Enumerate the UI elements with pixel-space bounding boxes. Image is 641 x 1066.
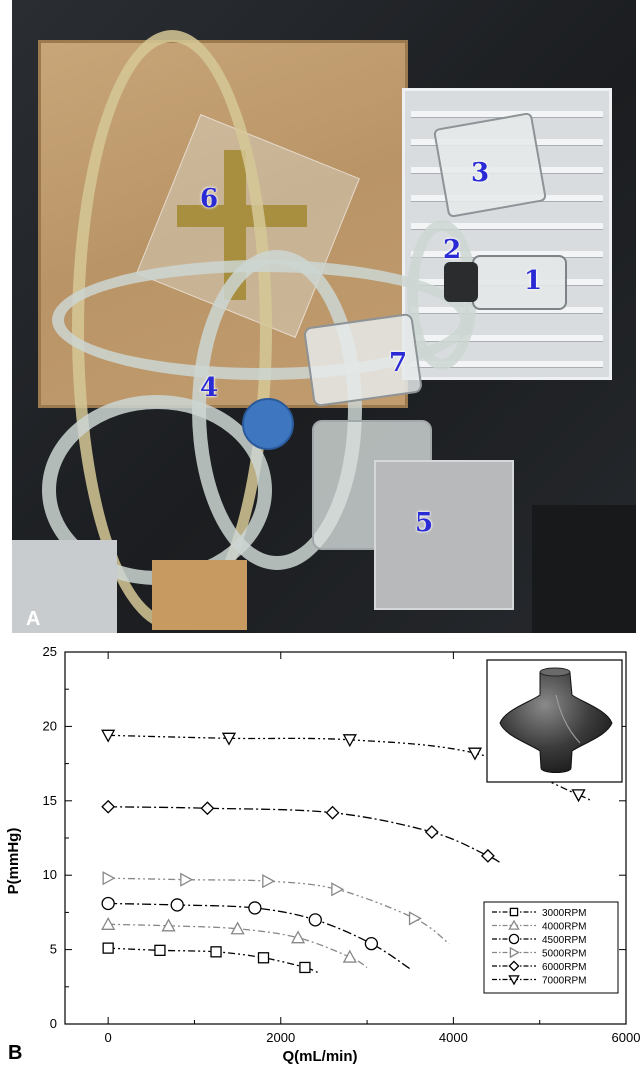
series-line-7000RPM [108, 734, 590, 801]
impeller-body [499, 668, 613, 773]
data-point-3000RPM [299, 961, 311, 974]
data-point-5000RPM [331, 882, 345, 897]
data-point-5000RPM [408, 911, 422, 926]
y-tick-label: 25 [43, 644, 57, 659]
equipment-box [12, 540, 117, 633]
data-point-3000RPM [257, 952, 270, 964]
panel-label-b: B [8, 1042, 23, 1064]
blue-dish [242, 398, 294, 450]
component-label-3: 3 [471, 158, 490, 188]
data-point-7000RPM [571, 789, 586, 803]
x-axis-label: Q(mL/min) [283, 1048, 358, 1065]
component-label-5: 5 [415, 508, 434, 538]
y-tick-label: 5 [50, 942, 57, 957]
component-label-7: 7 [389, 348, 408, 378]
data-point-4000RPM [342, 949, 357, 963]
rack-bar [411, 307, 603, 313]
legend-marker-4000RPM [508, 919, 520, 930]
wooden-block [152, 560, 247, 630]
chart-markers [101, 729, 586, 974]
pressure-flow-chart: 0 2000 4000 6000 0 5 10 15 20 25 3000RPM 4000RPM 45… [5, 644, 641, 1065]
rack-bar [411, 111, 603, 117]
data-point-3000RPM [154, 944, 166, 956]
impeller-inset [486, 659, 623, 783]
data-point-5000RPM [262, 874, 276, 889]
legend-marker-5000RPM [509, 946, 520, 959]
data-point-5000RPM [102, 871, 116, 886]
data-point-4000RPM [101, 916, 116, 930]
data-point-6000RPM [200, 801, 215, 816]
series-line-5000RPM [108, 877, 450, 945]
plate-5 [374, 460, 514, 610]
data-point-4500RPM [248, 901, 262, 915]
data-point-4500RPM [308, 913, 322, 927]
data-point-6000RPM [101, 799, 116, 814]
data-point-4000RPM [290, 930, 306, 944]
legend-label-6000RPM: 6000RPM [542, 962, 586, 973]
setup-photo: 1 2 3 4 5 6 7 A [12, 0, 636, 633]
x-tick-label: 0 [105, 1030, 112, 1045]
component-label-1: 1 [524, 266, 543, 296]
laptop [532, 505, 636, 633]
component-label-2: 2 [443, 235, 462, 265]
legend-marker-4500RPM [508, 933, 520, 945]
legend-label-4000RPM: 4000RPM [542, 922, 586, 933]
data-point-7000RPM [342, 734, 357, 748]
impeller-blade-edge [555, 694, 581, 744]
y-tick-label: 15 [43, 793, 57, 808]
pump-1 [472, 255, 567, 310]
data-point-5000RPM [180, 872, 194, 887]
series-line-4000RPM [108, 923, 368, 969]
rack-bar [411, 223, 603, 229]
data-point-6000RPM [325, 805, 340, 820]
y-axis-label: P(mmHg) [5, 828, 22, 895]
component-label-4: 4 [200, 373, 219, 403]
y-tick-label: 10 [43, 867, 57, 882]
data-point-4000RPM [161, 918, 176, 932]
legend-label-5000RPM: 5000RPM [542, 949, 586, 960]
panel-label-a: A [26, 608, 41, 630]
rack-bar [411, 251, 603, 257]
data-point-7000RPM [101, 729, 116, 743]
x-tick-label: 6000 [612, 1030, 641, 1045]
y-tick-label: 0 [50, 1016, 57, 1031]
x-tick-label: 2000 [266, 1030, 295, 1045]
data-point-4000RPM [230, 921, 245, 935]
data-point-4500RPM [170, 898, 184, 912]
series-line-6000RPM [108, 806, 502, 864]
data-point-6000RPM [480, 848, 495, 863]
data-point-3000RPM [210, 946, 222, 958]
data-point-3000RPM [102, 942, 114, 954]
chart-axes: 0 2000 4000 6000 0 5 10 15 20 25 [43, 644, 641, 1045]
y-tick-label: 20 [43, 718, 57, 733]
data-point-4500RPM [364, 936, 379, 951]
motor-2 [444, 262, 478, 302]
x-tick-label: 4000 [439, 1030, 468, 1045]
legend-label-3000RPM: 3000RPM [542, 908, 586, 919]
legend-marker-3000RPM [509, 907, 519, 917]
rack-bar [411, 335, 603, 341]
legend-label-4500RPM: 4500RPM [542, 935, 586, 946]
legend-marker-7000RPM [508, 975, 520, 986]
chart-legend: 3000RPM 4000RPM 4500RPM 5000RPM 6000RPM 7000R… [483, 901, 619, 994]
impeller-top [539, 667, 571, 677]
legend-box [483, 901, 619, 994]
legend-marker-6000RPM [508, 960, 520, 972]
rack-bar [411, 361, 603, 367]
series-line-4500RPM [108, 902, 411, 970]
component-label-6: 6 [200, 184, 219, 214]
legend-label-7000RPM: 7000RPM [542, 976, 586, 987]
data-point-4500RPM [101, 896, 115, 911]
data-point-7000RPM [221, 732, 237, 746]
data-point-6000RPM [424, 825, 439, 839]
reservoir-3 [432, 112, 548, 218]
data-point-7000RPM [467, 747, 483, 761]
